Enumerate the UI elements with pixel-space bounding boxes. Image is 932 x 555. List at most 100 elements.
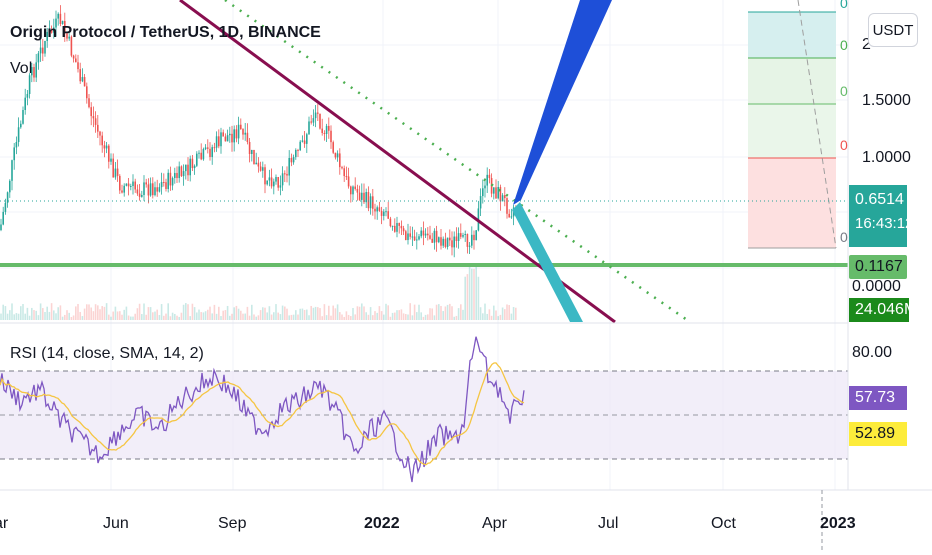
candle-body	[325, 125, 328, 134]
volume-bar	[273, 312, 275, 320]
candle-body	[380, 210, 383, 216]
candle-body	[35, 62, 37, 78]
candle-body	[427, 233, 429, 236]
volume-bar	[268, 306, 271, 320]
volume-bar	[451, 306, 453, 320]
support-price-tag: 0.1167	[849, 255, 907, 279]
price-label: 2	[862, 36, 871, 53]
rsi-legend[interactable]: RSI (14, close, SMA, 14, 2)	[10, 345, 204, 362]
fan-projection-blue[interactable]	[513, 0, 612, 205]
volume-bar	[312, 307, 315, 320]
candle-body	[314, 112, 317, 119]
candle-body	[218, 136, 220, 147]
volume-bar	[482, 313, 484, 320]
candle-body	[391, 225, 394, 227]
volume-bar	[83, 308, 86, 320]
candle-body	[191, 158, 194, 169]
candle-body	[72, 55, 75, 59]
volume-bar	[330, 315, 332, 320]
candle-body	[312, 118, 315, 123]
volume-bar	[196, 312, 198, 320]
time-axis[interactable]: ar Jun Sep 2022 Apr Jul Oct 2023	[0, 515, 856, 532]
candle-body	[259, 166, 262, 171]
candle-body	[361, 192, 363, 200]
symbol-title[interactable]: Origin Protocol / TetherUS, 1D, BINANCE	[10, 24, 321, 41]
volume-bar	[332, 305, 334, 320]
candle-body	[420, 230, 422, 237]
candle-body	[44, 40, 46, 54]
volume-bars	[0, 263, 517, 320]
volume-bar	[358, 306, 361, 320]
candle-body	[101, 135, 103, 146]
volume-bar	[94, 304, 97, 320]
volume-bar	[213, 304, 216, 320]
candle-body	[147, 184, 150, 196]
volume-bar	[453, 316, 455, 320]
volume-bar	[405, 314, 407, 320]
candle-body	[180, 166, 183, 177]
volume-bar	[462, 309, 464, 320]
price-axis[interactable]: 2 1.5000 1.0000 0.0000 80.00	[852, 36, 911, 361]
volume-bar	[501, 307, 504, 320]
volume-bar	[314, 306, 317, 320]
candle-body	[11, 160, 13, 181]
candle-body	[226, 135, 229, 142]
candle-body	[53, 27, 55, 33]
volume-bar	[369, 307, 372, 320]
candle-body	[9, 180, 11, 193]
candle-body	[402, 228, 405, 232]
candle-body	[116, 168, 119, 176]
volume-bar	[220, 316, 222, 320]
currency-button[interactable]: USDT	[868, 13, 918, 47]
fan-projection-teal[interactable]	[512, 202, 583, 322]
volume-bar	[255, 316, 257, 320]
candle-body	[4, 202, 7, 212]
candle-body	[273, 181, 275, 187]
volume-bar	[182, 304, 185, 320]
candle-body	[2, 211, 4, 225]
volume-legend[interactable]: Vol	[10, 60, 33, 77]
candle-body	[385, 211, 387, 213]
volume-bar	[119, 311, 121, 320]
fib-label: 0	[840, 83, 848, 99]
volume-bar	[244, 313, 246, 320]
candle-body	[83, 77, 86, 87]
candlesticks[interactable]	[0, 5, 517, 258]
candle-body	[400, 225, 403, 229]
volume-bar	[253, 314, 255, 320]
time-label: ar	[0, 515, 9, 532]
candle-body	[301, 140, 304, 142]
volume-bar	[495, 310, 497, 320]
volume-bar	[15, 313, 18, 320]
candle-body	[185, 164, 187, 172]
candle-body	[33, 67, 35, 78]
volume-bar	[409, 303, 411, 320]
candle-body	[114, 168, 117, 178]
candle-body	[244, 132, 246, 135]
volume-bar	[160, 304, 163, 320]
volume-tag: 24.046M	[849, 298, 917, 322]
candle-body	[396, 223, 398, 232]
volume-bar	[237, 308, 240, 320]
candle-body	[330, 130, 332, 143]
volume-bar	[64, 314, 66, 320]
candle-body	[77, 62, 79, 70]
volume-bar	[46, 306, 48, 320]
fib-retracement[interactable]	[748, 0, 837, 249]
volume-bar	[468, 264, 471, 320]
candle-body	[435, 230, 438, 243]
candle-body	[90, 107, 92, 117]
candle-body	[343, 168, 345, 177]
rsi-value-tag: 57.73	[849, 386, 907, 410]
trendline-dotted-green[interactable]	[224, 0, 691, 324]
volume-bar	[400, 309, 403, 320]
candle-body	[475, 230, 477, 241]
volume-bar	[218, 306, 220, 320]
candle-body	[174, 172, 176, 179]
candle-body	[94, 118, 97, 125]
volume-bar	[143, 303, 145, 320]
candle-body	[209, 148, 211, 158]
volume-bar	[292, 314, 295, 320]
candle-body	[202, 149, 205, 160]
